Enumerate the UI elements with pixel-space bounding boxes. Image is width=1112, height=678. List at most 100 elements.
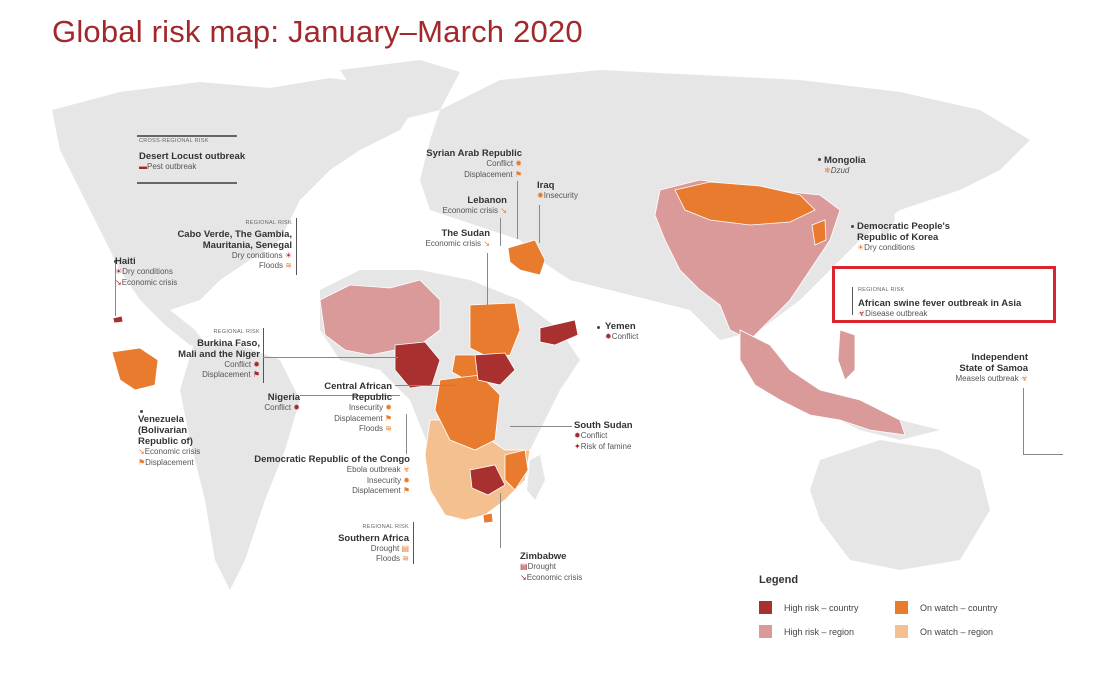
haiti-leader bbox=[115, 262, 116, 316]
conflict-icon: ✹ bbox=[251, 359, 260, 369]
sudan-leader bbox=[487, 253, 488, 305]
haiti bbox=[112, 315, 124, 324]
label-nigeria: Nigeria Conflict ✹ bbox=[264, 392, 300, 412]
economic-crisis-icon: ↘ bbox=[481, 239, 490, 248]
label-south-sudan: South Sudan ✹Conflict ✦Risk of famine bbox=[574, 420, 633, 451]
burkina-leader bbox=[263, 357, 398, 358]
swine-rule bbox=[852, 287, 853, 315]
dprk bbox=[811, 219, 827, 246]
region-philippines bbox=[837, 329, 856, 381]
label-southern-africa: REGIONAL RISK Southern Africa Drought ▤ … bbox=[338, 524, 409, 563]
label-iraq: Iraq ✹Insecurity bbox=[537, 180, 578, 200]
conflict-icon: ✹ bbox=[605, 332, 612, 341]
label-lebanon: Lebanon Economic crisis ↘ bbox=[442, 195, 507, 215]
lebanon-leader bbox=[500, 218, 501, 246]
australia bbox=[810, 440, 990, 570]
region-west-africa bbox=[319, 279, 441, 356]
insecurity-icon: ✹ bbox=[383, 403, 392, 412]
dry-conditions-icon: ☀ bbox=[282, 250, 292, 260]
dprk-dot bbox=[851, 225, 854, 228]
nigeria-leader bbox=[300, 395, 400, 396]
japan bbox=[878, 190, 895, 240]
burkina-rule bbox=[263, 328, 264, 383]
label-burkina: REGIONAL RISK Burkina Faso, Mali and the… bbox=[178, 329, 260, 379]
cabo-rule bbox=[296, 218, 297, 275]
label-mongolia: Mongolia ❄Dzud bbox=[824, 155, 866, 175]
high-risk-country bbox=[112, 315, 579, 496]
samoa-hline bbox=[1023, 454, 1063, 455]
label-haiti: Haiti ☀Dry conditions ↘Economic crisis bbox=[115, 256, 178, 287]
label-car: Central African Republic Insecurity ✹ Di… bbox=[324, 381, 392, 433]
floods-icon: ≋ bbox=[400, 554, 409, 563]
label-yemen: Yemen ✹Conflict bbox=[605, 321, 639, 341]
legend-item-on-watch-country: On watch – country bbox=[895, 601, 998, 614]
legend-title: Legend bbox=[759, 574, 799, 586]
conflict-icon: ✹ bbox=[291, 403, 300, 412]
label-samoa: Independent State of Samoa Measels outbr… bbox=[955, 352, 1028, 383]
label-drc: Democratic Republic of the Congo Ebola o… bbox=[254, 454, 410, 495]
mozambique bbox=[504, 449, 529, 491]
southern-africa-rule bbox=[413, 522, 414, 564]
locust-bottom-rule bbox=[137, 182, 237, 184]
swatch-on-watch-country bbox=[895, 601, 908, 614]
swatch-high-risk-country bbox=[759, 601, 772, 614]
disease-outbreak-icon: ☣ bbox=[858, 308, 866, 318]
yemen bbox=[539, 319, 579, 346]
car-leader bbox=[395, 385, 455, 386]
conflict-icon: ✹ bbox=[574, 431, 581, 440]
dry-conditions-icon: ☀ bbox=[115, 267, 123, 276]
mongolia-dot bbox=[818, 158, 821, 161]
mongolia bbox=[674, 181, 816, 226]
famine-icon: ✦ bbox=[574, 441, 581, 451]
insecurity-icon: ✹ bbox=[537, 191, 544, 200]
central-america bbox=[140, 300, 210, 350]
venezuela bbox=[111, 347, 159, 391]
highlight-box bbox=[832, 266, 1056, 323]
south-america bbox=[180, 340, 300, 590]
displacement-icon: ⚑ bbox=[382, 413, 392, 423]
label-desert-locust: CROSS-REGIONAL RISK Desert Locust outbre… bbox=[139, 138, 246, 171]
region-se-asia bbox=[739, 329, 906, 436]
legend: Legend High risk – country On watch – co… bbox=[759, 574, 998, 638]
label-cabo-verde: REGIONAL RISK Cabo Verde, The Gambia, Ma… bbox=[177, 220, 292, 270]
samoa-leader bbox=[1023, 388, 1024, 454]
iraq-leader bbox=[539, 205, 540, 243]
floods-icon: ≋ bbox=[383, 424, 392, 433]
yemen-dot bbox=[597, 326, 600, 329]
south-sudan bbox=[474, 352, 516, 386]
pest-icon: ▬ bbox=[139, 161, 147, 171]
label-syria: Syrian Arab Republic Conflict ✹ Displace… bbox=[426, 148, 522, 179]
label-zimbabwe: Zimbabwe ▤Drought ↘Economic crisis bbox=[520, 551, 583, 582]
haiti-dot bbox=[114, 260, 117, 263]
zimbabwe bbox=[469, 464, 506, 496]
label-swine-fever: REGIONAL RISK African swine fever outbre… bbox=[858, 287, 1022, 318]
drc-leader bbox=[406, 414, 407, 454]
south-sudan-leader bbox=[510, 426, 572, 427]
locust-top-rule bbox=[137, 135, 237, 137]
lesotho bbox=[482, 512, 494, 524]
zimbabwe-leader bbox=[500, 493, 501, 548]
insecurity-icon: ✹ bbox=[401, 475, 410, 485]
disease-outbreak-icon: ☣ bbox=[400, 465, 410, 474]
floods-icon: ≋ bbox=[283, 261, 292, 270]
iraq bbox=[507, 239, 546, 276]
syria-leader bbox=[517, 181, 518, 239]
page-title: Global risk map: January–March 2020 bbox=[52, 14, 583, 49]
dry-conditions-icon: ☀ bbox=[857, 243, 865, 252]
economic-crisis-icon: ↘ bbox=[138, 447, 145, 456]
displacement-icon: ⚑ bbox=[400, 486, 410, 495]
displacement-icon: ⚑ bbox=[250, 370, 260, 379]
disease-outbreak-icon: ☣ bbox=[1018, 374, 1028, 383]
dzud-icon: ❄ bbox=[824, 166, 831, 175]
legend-item-high-risk-region: High risk – region bbox=[759, 625, 854, 638]
economic-crisis-icon: ↘ bbox=[520, 572, 527, 582]
label-sudan: The Sudan Economic crisis ↘ bbox=[425, 228, 490, 248]
madagascar bbox=[527, 455, 545, 500]
displacement-icon: ⚑ bbox=[138, 457, 146, 467]
economic-crisis-icon: ↘ bbox=[115, 277, 122, 287]
sudan bbox=[469, 302, 521, 359]
on-watch-country bbox=[111, 181, 827, 524]
legend-item-high-risk-country: High risk – country bbox=[759, 601, 859, 614]
displacement-icon: ⚑ bbox=[512, 169, 522, 179]
